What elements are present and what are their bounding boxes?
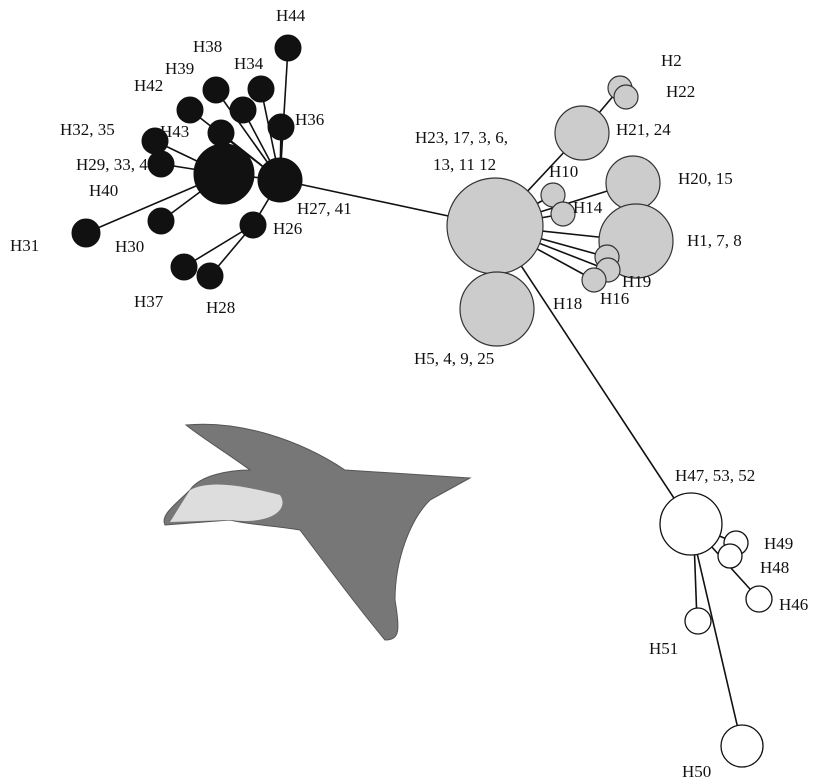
node-label: H39 xyxy=(165,59,194,78)
node-label: H27, 41 xyxy=(297,199,352,218)
node-label: H40 xyxy=(89,181,118,200)
node-label: H14 xyxy=(573,198,603,217)
node-label: H30 xyxy=(115,237,144,256)
node xyxy=(148,208,174,234)
node-label: H31 xyxy=(10,236,39,255)
node xyxy=(721,725,763,767)
node-label: H50 xyxy=(682,762,711,781)
node xyxy=(194,144,254,204)
node xyxy=(248,76,274,102)
node xyxy=(203,77,229,103)
node-label: H26 xyxy=(273,219,302,238)
node-label: H18 xyxy=(553,294,582,313)
node xyxy=(230,97,256,123)
node-label: 13, 11 12 xyxy=(433,155,496,174)
node-label: H28 xyxy=(206,298,235,317)
node xyxy=(718,544,742,568)
node-label: H23, 17, 3, 6, xyxy=(415,128,508,147)
node-label: H1, 7, 8 xyxy=(687,231,742,250)
node xyxy=(171,254,197,280)
node-label: H36 xyxy=(295,110,324,129)
node xyxy=(72,219,100,247)
node-label: H38 xyxy=(193,37,222,56)
node xyxy=(177,97,203,123)
node-label: H43 xyxy=(160,122,189,141)
node xyxy=(685,608,711,634)
bird-illustration xyxy=(164,424,470,640)
node xyxy=(258,158,302,202)
node xyxy=(268,114,294,140)
bird xyxy=(164,424,470,640)
node-label: H29, 33, 45 xyxy=(76,155,156,174)
node-label: H5, 4, 9, 25 xyxy=(414,349,494,368)
node xyxy=(447,178,543,274)
node-label: H37 xyxy=(134,292,164,311)
node-label: H48 xyxy=(760,558,789,577)
node-label: H16 xyxy=(600,289,629,308)
node-label: H34 xyxy=(234,54,264,73)
node-label: H44 xyxy=(276,6,306,25)
node xyxy=(614,85,638,109)
node xyxy=(275,35,301,61)
node xyxy=(746,586,772,612)
node-label: H21, 24 xyxy=(616,120,671,139)
node-label: H51 xyxy=(649,639,678,658)
node-label: H46 xyxy=(779,595,808,614)
labels: H44 H38 H34 H39 H42 H36 H32, 35 H43 H23,… xyxy=(10,6,808,781)
node-label: H32, 35 xyxy=(60,120,115,139)
node-label: H22 xyxy=(666,82,695,101)
node xyxy=(660,493,722,555)
node-label: H2 xyxy=(661,51,682,70)
node xyxy=(208,120,234,146)
node xyxy=(551,202,575,226)
node-label: H20, 15 xyxy=(678,169,733,188)
haplotype-network: H44 H38 H34 H39 H42 H36 H32, 35 H43 H23,… xyxy=(0,0,816,783)
node xyxy=(240,212,266,238)
node xyxy=(606,156,660,210)
node-label: H10 xyxy=(549,162,578,181)
node-label: H42 xyxy=(134,76,163,95)
node xyxy=(555,106,609,160)
node-label: H49 xyxy=(764,534,793,553)
node xyxy=(460,272,534,346)
node-label: H47, 53, 52 xyxy=(675,466,755,485)
node xyxy=(197,263,223,289)
